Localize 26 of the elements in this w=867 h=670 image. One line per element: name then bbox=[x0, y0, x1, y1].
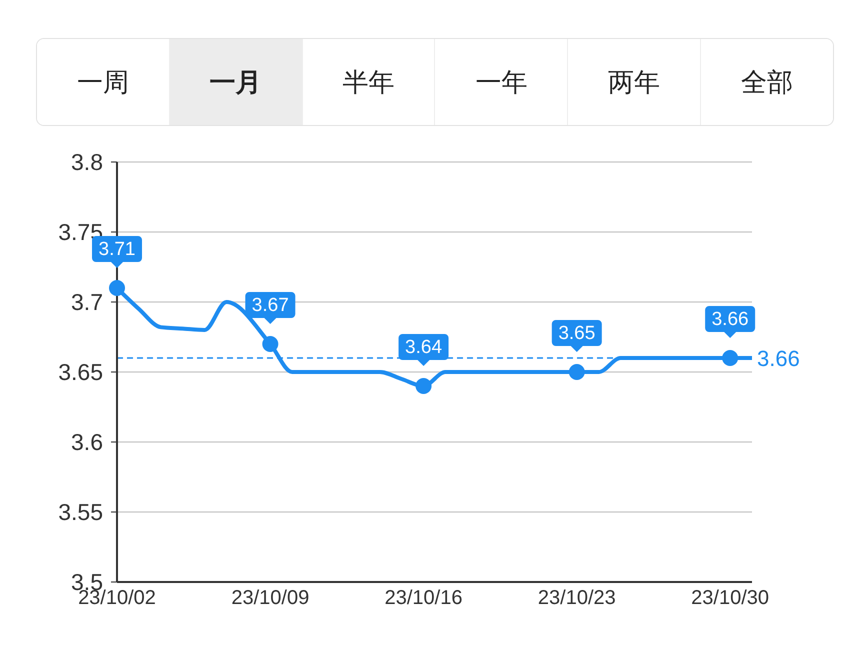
data-label: 3.65 bbox=[558, 323, 596, 344]
text: 一月 bbox=[168, 39, 302, 125]
data-label: 3.66 bbox=[712, 309, 749, 330]
x-tick-label: 23/10/23 bbox=[538, 587, 616, 610]
data-label: 3.67 bbox=[252, 295, 289, 316]
y-tick-label: 3.6 bbox=[71, 429, 103, 456]
y-tick-label: 3.8 bbox=[71, 149, 103, 176]
text: 两年 bbox=[567, 39, 700, 125]
text: 全部 bbox=[700, 39, 833, 125]
x-tick-label: 23/10/16 bbox=[384, 587, 462, 610]
data-label: 3.71 bbox=[98, 239, 136, 260]
x-tick-label: 23/10/30 bbox=[691, 587, 770, 610]
point bbox=[568, 364, 585, 380]
data-label: 3.64 bbox=[405, 337, 442, 358]
point bbox=[262, 336, 278, 352]
text: 半年 bbox=[302, 39, 434, 125]
y-tick-label: 3.7 bbox=[71, 289, 103, 316]
y-tick-label: 3.65 bbox=[58, 359, 103, 386]
x-tick-label: 23/10/09 bbox=[231, 587, 310, 610]
text: 一周 bbox=[37, 39, 169, 125]
point bbox=[416, 378, 432, 394]
point bbox=[722, 350, 738, 366]
y-tick-label: 3.55 bbox=[58, 499, 103, 526]
point bbox=[109, 280, 125, 296]
text: 一年 bbox=[434, 39, 568, 125]
ref-line-label: 3.66 bbox=[757, 346, 800, 371]
